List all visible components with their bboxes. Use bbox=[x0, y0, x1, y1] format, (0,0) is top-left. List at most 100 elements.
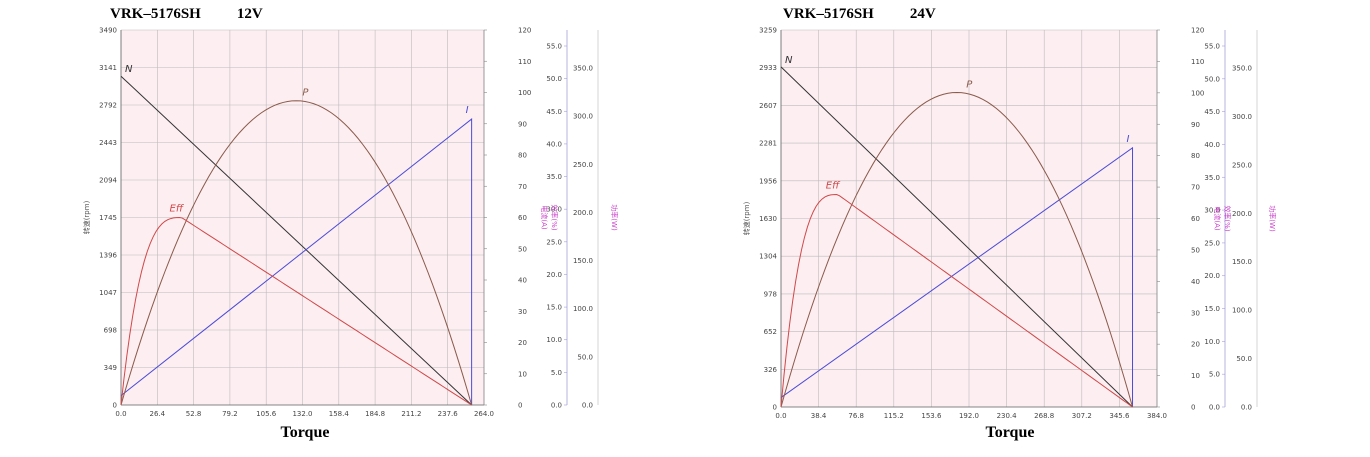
chart-2-y-right1-tick: 40 bbox=[1191, 278, 1200, 286]
chart-2-x-tick: 384.0 bbox=[1147, 412, 1167, 420]
chart-1-y-right1-tick: 120 bbox=[518, 27, 531, 35]
chart-2-y-left-tick: 652 bbox=[764, 328, 777, 336]
chart-1-y-right1-tick: 90 bbox=[518, 120, 527, 128]
chart-1-y-right1-tick: 100 bbox=[518, 89, 531, 97]
chart-2-y-right2-tick: 45.0 bbox=[1204, 108, 1220, 116]
chart-1-y-right2-tick: 10.0 bbox=[546, 336, 562, 344]
chart-2-y-left-tick: 2607 bbox=[759, 102, 777, 110]
chart-1-x-tick: 52.8 bbox=[186, 410, 202, 418]
chart-2-series-p-label: P bbox=[966, 79, 973, 90]
chart-2-y-right2-title: 效率(%) bbox=[1223, 205, 1232, 231]
chart-2-y-left-tick: 2281 bbox=[759, 140, 777, 148]
chart-2-x-tick: 153.6 bbox=[921, 412, 942, 420]
chart-2-y-right3-tick: 50.0 bbox=[1236, 355, 1252, 363]
chart-1-y-right2-tick: 15.0 bbox=[546, 304, 562, 312]
chart-2-y-right2-tick: 15.0 bbox=[1204, 305, 1220, 313]
chart-1-y-left-tick: 2792 bbox=[99, 102, 117, 110]
chart-2-y-right1-tick: 90 bbox=[1191, 121, 1200, 129]
chart-2-y-right1-tick: 100 bbox=[1191, 89, 1204, 97]
chart-2-y-right2-tick: 5.0 bbox=[1209, 371, 1220, 379]
chart-2-y-right1-tick: 0 bbox=[1191, 404, 1195, 412]
chart-2-y-right3-tick: 0.0 bbox=[1241, 404, 1252, 412]
chart-2-x-tick: 192.0 bbox=[959, 412, 979, 420]
chart-1-x-tick: 158.4 bbox=[329, 410, 350, 418]
chart-2-y-right2-tick: 20.0 bbox=[1204, 272, 1220, 280]
chart-2-y-right3-tick: 200.0 bbox=[1232, 210, 1252, 218]
chart-2-y-right1-tick: 60 bbox=[1191, 215, 1200, 223]
chart-2-y-right2-tick: 55.0 bbox=[1204, 43, 1220, 51]
chart-2-x-tick: 345.6 bbox=[1109, 412, 1130, 420]
chart-1-y-left-tick: 3141 bbox=[99, 64, 117, 72]
chart-1-y-right3-tick: 0.0 bbox=[582, 402, 593, 410]
chart-1-y-right2-tick: 5.0 bbox=[551, 369, 562, 377]
chart-1-y-right3-tick: 300.0 bbox=[573, 113, 593, 121]
chart-1-y-right1-tick: 0 bbox=[518, 402, 522, 410]
chart-2-y-right3-tick: 350.0 bbox=[1232, 65, 1252, 73]
chart-1-x-axis-title: Torque bbox=[280, 424, 330, 441]
chart-2-y-right1-tick: 110 bbox=[1191, 58, 1204, 66]
chart-2-x-tick: 0.0 bbox=[775, 412, 786, 420]
chart-1-series-i-line bbox=[120, 118, 473, 405]
chart-1-y-right1-tick: 40 bbox=[518, 277, 527, 285]
chart-1-x-tick: 264.0 bbox=[474, 410, 494, 418]
chart-1-y-right2-tick: 45.0 bbox=[546, 108, 562, 116]
chart-2-y-left-tick: 3259 bbox=[759, 27, 777, 35]
chart-1-y-right2-tick: 0.0 bbox=[551, 402, 562, 410]
chart-1-y-right2-tick: 20.0 bbox=[546, 271, 562, 279]
chart-2-x-tick: 38.4 bbox=[811, 412, 827, 420]
chart-2-series-eff-label: Eff bbox=[826, 181, 841, 192]
chart-1-y-right3-title: 功率(W) bbox=[610, 204, 619, 231]
chart-2-y-right3-tick: 300.0 bbox=[1232, 113, 1252, 121]
chart-1-model: VRK–5176SH bbox=[110, 6, 201, 22]
chart-1-y-right1-tick: 80 bbox=[518, 152, 527, 160]
chart-2-x-tick: 268.8 bbox=[1034, 412, 1054, 420]
chart-1-series-eff-line bbox=[120, 217, 472, 406]
chart-1-x-tick: 26.4 bbox=[150, 410, 166, 418]
chart-1-y-right1-title: 电流(A) bbox=[540, 205, 549, 230]
chart-2-y-left-tick: 978 bbox=[764, 290, 777, 298]
chart-1-y-right1-tick: 20 bbox=[518, 339, 527, 347]
chart-1-y-left-tick: 1047 bbox=[99, 289, 117, 297]
chart-1-x-tick: 132.0 bbox=[292, 410, 312, 418]
chart-1-y-left-tick: 2094 bbox=[99, 177, 117, 185]
chart-2-y-right1-tick: 120 bbox=[1191, 27, 1204, 35]
chart-1-y-right2-tick: 40.0 bbox=[546, 140, 562, 148]
chart-1-y-right3-tick: 350.0 bbox=[573, 65, 593, 73]
chart-2-y-right1-tick: 50 bbox=[1191, 246, 1200, 254]
chart-1-x-tick: 211.2 bbox=[401, 410, 421, 418]
chart-2-series-n-label: N bbox=[785, 55, 793, 66]
chart-2-y-right3-tick: 100.0 bbox=[1232, 307, 1252, 315]
chart-2-series-i-label: I bbox=[1127, 134, 1130, 145]
chart-2-model: VRK–5176SH bbox=[783, 6, 874, 22]
chart-1-y-left-title: 转速(rpm) bbox=[82, 200, 91, 234]
chart-2-x-tick: 115.2 bbox=[884, 412, 904, 420]
chart-1-series-eff-label: Eff bbox=[170, 204, 185, 215]
chart-1-y-right1-tick: 60 bbox=[518, 214, 527, 222]
chart-2-x-tick: 76.8 bbox=[848, 412, 864, 420]
chart-1-y-right2-tick: 50.0 bbox=[546, 75, 562, 83]
chart-1-x-tick: 237.6 bbox=[438, 410, 459, 418]
chart-1-x-tick: 79.2 bbox=[222, 410, 238, 418]
chart-2-y-left-tick: 1304 bbox=[759, 253, 777, 261]
chart-2-y-left-tick: 1630 bbox=[759, 215, 777, 223]
chart-2-series-eff-line bbox=[780, 194, 1133, 408]
chart-2-y-right2-tick: 40.0 bbox=[1204, 141, 1220, 149]
chart-2-y-left-tick: 0 bbox=[773, 404, 777, 412]
chart-2-x-tick: 230.4 bbox=[997, 412, 1018, 420]
chart-2-series-n-line bbox=[780, 66, 1133, 408]
chart-2-y-right3-tick: 150.0 bbox=[1232, 258, 1252, 266]
chart-2-y-left-title: 转速(rpm) bbox=[742, 201, 751, 235]
chart-1-y-right3-tick: 50.0 bbox=[577, 353, 593, 361]
chart-2-x-tick: 307.2 bbox=[1072, 412, 1092, 420]
chart-1-y-right2-title: 效率(%) bbox=[550, 204, 559, 230]
chart-1-y-right1-tick: 30 bbox=[518, 308, 527, 316]
chart-1-x-tick: 0.0 bbox=[115, 410, 126, 418]
chart-2-y-right1-tick: 10 bbox=[1191, 372, 1200, 380]
chart-1-y-right3-tick: 250.0 bbox=[573, 161, 593, 169]
chart-2-y-right2-tick: 10.0 bbox=[1204, 338, 1220, 346]
chart-2-y-left-tick: 1956 bbox=[759, 177, 777, 185]
chart-1-x-tick: 184.8 bbox=[365, 410, 385, 418]
chart-1-y-right1-tick: 10 bbox=[518, 370, 527, 378]
